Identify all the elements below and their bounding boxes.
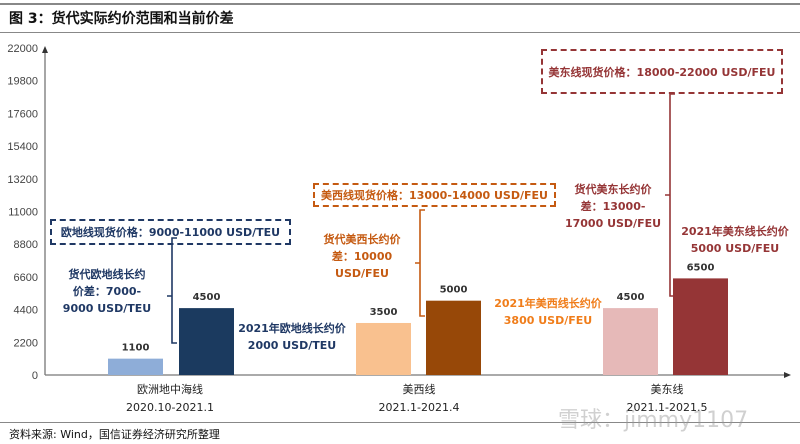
y-tick-label: 13200 bbox=[7, 174, 38, 186]
y-tick-label: 11000 bbox=[8, 207, 38, 219]
category-label-eu: 欧洲地中海线 2020.10-2021.1 bbox=[90, 381, 250, 417]
y-tick-label: 15400 bbox=[7, 141, 38, 153]
x-axis-arrow-icon bbox=[784, 372, 791, 378]
use-contract-line: 5000 USD/FEU bbox=[690, 242, 780, 255]
watermark: 雪球：jimmy1107 bbox=[558, 408, 749, 433]
bar bbox=[603, 308, 658, 375]
use-spread-label: 货代美东长约价 差：13000- 17000 USD/FEU bbox=[563, 181, 663, 232]
eu-spread-line: 9000 USD/TEU bbox=[62, 302, 152, 315]
eu-spread-bracket bbox=[167, 237, 177, 344]
usw-contract-label: 2021年美西线长约价 3800 USD/FEU bbox=[488, 295, 608, 329]
y-tick-label: 19800 bbox=[7, 76, 38, 88]
y-tick-label: 4400 bbox=[14, 305, 38, 317]
use-spread-bracket bbox=[665, 93, 675, 297]
category-label-usw: 美西线 2021.1-2021.4 bbox=[339, 381, 499, 417]
y-tick-label: 8800 bbox=[14, 239, 38, 251]
bar-value-label: 1100 bbox=[122, 343, 150, 354]
y-tick-label: 0 bbox=[32, 370, 38, 382]
y-tick-label: 6600 bbox=[14, 272, 38, 284]
eu-spread-line: 货代欧地线长约 bbox=[68, 268, 146, 281]
bar-value-label: 5000 bbox=[440, 285, 468, 296]
category-period: 2021.1-2021.5 bbox=[626, 401, 708, 414]
use-spread-line: 17000 USD/FEU bbox=[564, 217, 662, 230]
use-spread-line: 货代美东长约价 bbox=[574, 183, 652, 196]
figure-title: 图 3：货代实际约价范围和当前价差 bbox=[9, 11, 234, 27]
top-rule bbox=[0, 3, 800, 5]
title-rule bbox=[0, 32, 800, 33]
category-period: 2020.10-2021.1 bbox=[126, 401, 214, 414]
eu-spread-line: 价差：7000- bbox=[72, 285, 142, 298]
use-contract-line: 2021年美东线长约价 bbox=[681, 225, 789, 238]
bar-value-label: 4500 bbox=[617, 292, 645, 303]
usw-spread-bracket bbox=[415, 209, 425, 317]
y-tick-label: 2200 bbox=[14, 337, 38, 349]
eu-contract-line: 2000 USD/TEU bbox=[247, 339, 337, 352]
usw-spread-line: 差：10000 bbox=[331, 250, 393, 263]
usw-contract-line: 3800 USD/FEU bbox=[503, 314, 593, 327]
category-name: 欧洲地中海线 bbox=[137, 383, 203, 396]
bar bbox=[108, 358, 163, 375]
bar bbox=[673, 278, 728, 375]
source-note: 资料来源: Wind，国信证券经济研究所整理 bbox=[9, 428, 220, 441]
eu-spot-price-box: 欧地线现货价格：9000-11000 USD/TEU bbox=[50, 219, 291, 245]
bar bbox=[426, 300, 481, 375]
bar bbox=[356, 322, 411, 375]
y-axis-arrow-icon bbox=[42, 46, 48, 53]
use-spot-price-box: 美东线现货价格：18000-22000 USD/FEU bbox=[541, 49, 783, 94]
bar-value-label: 4500 bbox=[193, 292, 221, 303]
y-tick-label: 22000 bbox=[7, 43, 38, 55]
usw-spread-line: USD/FEU bbox=[335, 267, 389, 280]
eu-contract-line: 2021年欧地线长约价 bbox=[238, 322, 346, 335]
category-name: 美西线 bbox=[402, 383, 436, 396]
category-name: 美东线 bbox=[650, 383, 684, 396]
eu-spread-label: 货代欧地线长约 价差：7000- 9000 USD/TEU bbox=[52, 266, 162, 317]
category-label-use: 美东线 2021.1-2021.5 bbox=[587, 381, 747, 417]
usw-spread-label: 货代美西长约价 差：10000 USD/FEU bbox=[312, 231, 412, 282]
usw-spot-price-box: 美西线现货价格：13000-14000 USD/FEU bbox=[313, 183, 556, 207]
y-tick-label: 17600 bbox=[7, 108, 38, 120]
bottom-rule bbox=[0, 422, 800, 423]
use-spread-line: 差：13000- bbox=[580, 200, 646, 213]
bar bbox=[179, 308, 234, 375]
bar-value-label: 3500 bbox=[370, 307, 398, 318]
use-contract-label: 2021年美东线长约价 5000 USD/FEU bbox=[675, 223, 795, 257]
category-period: 2021.1-2021.4 bbox=[378, 401, 460, 414]
eu-contract-label: 2021年欧地线长约价 2000 USD/TEU bbox=[232, 320, 352, 354]
bar-value-label: 6500 bbox=[687, 262, 715, 273]
usw-spread-line: 货代美西长约价 bbox=[323, 233, 401, 246]
usw-contract-line: 2021年美西线长约价 bbox=[494, 297, 602, 310]
